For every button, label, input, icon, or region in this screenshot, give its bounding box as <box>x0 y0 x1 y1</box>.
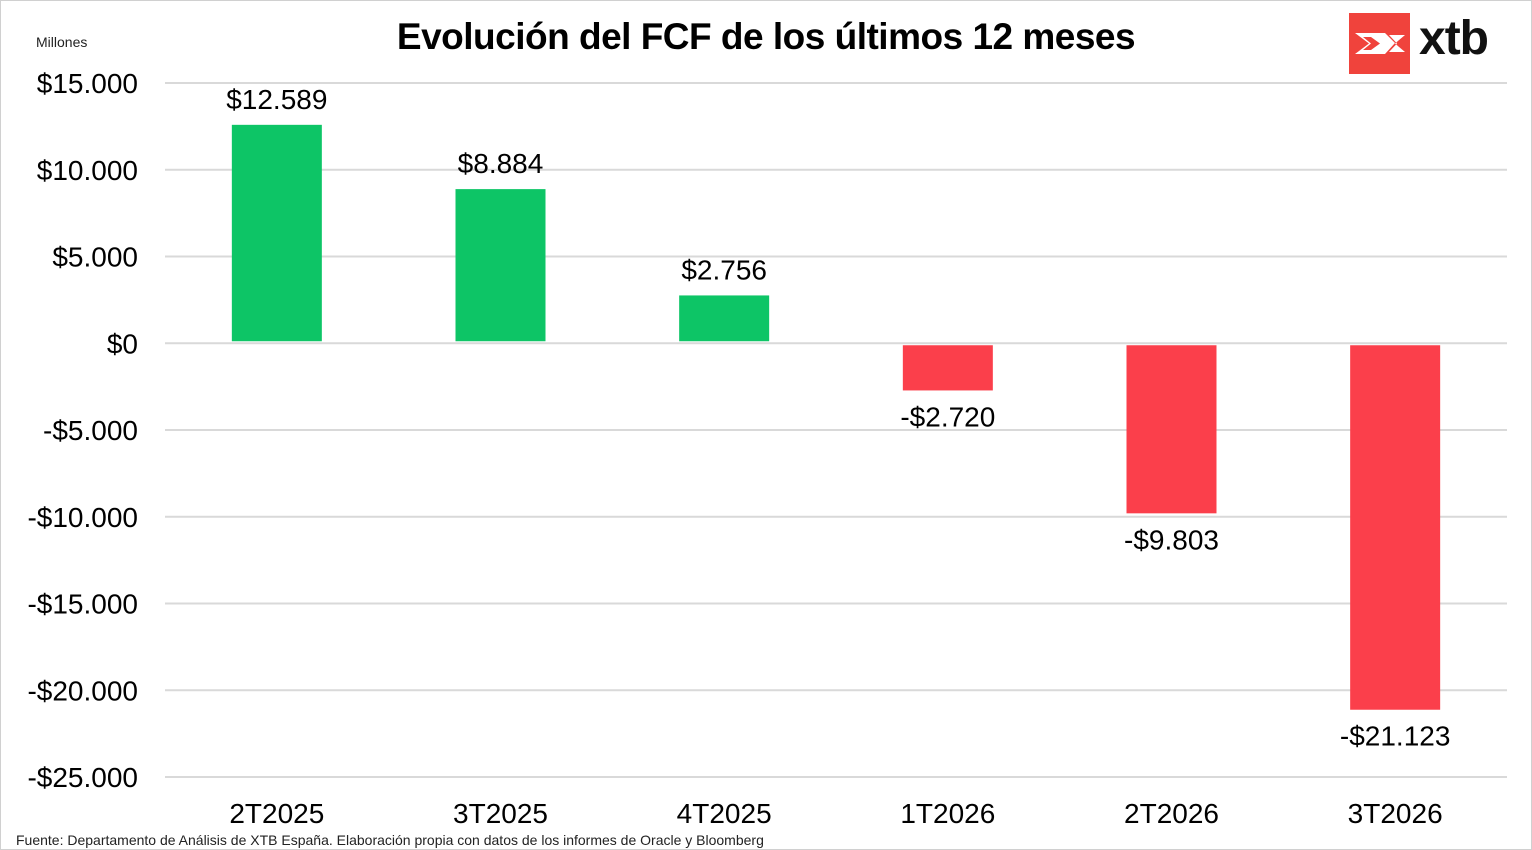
y-tick-label: -$15.000 <box>27 589 138 620</box>
xtb-logo: xtb <box>1349 12 1509 75</box>
data-label: $8.884 <box>458 148 544 179</box>
chart-title: Evolución del FCF de los últimos 12 mese… <box>396 16 1136 57</box>
x-tick-label: 2T2026 <box>1124 798 1219 829</box>
y-tick-label: $5.000 <box>52 242 138 273</box>
x-tick-label: 4T2025 <box>677 798 772 829</box>
x-tick-label: 3T2025 <box>453 798 548 829</box>
bar-4t2025 <box>679 295 770 342</box>
x-tick-label: 3T2026 <box>1348 798 1443 829</box>
bar-3t2025 <box>455 189 546 342</box>
x-tick-label: 2T2025 <box>229 798 324 829</box>
x-tick-label: 1T2026 <box>900 798 995 829</box>
xtb-wordmark: xtb <box>1419 12 1489 65</box>
y-tick-label: -$25.000 <box>27 762 138 793</box>
bar-2t2025 <box>231 124 322 342</box>
y-tick-label: -$5.000 <box>43 415 138 446</box>
y-tick-label: -$10.000 <box>27 502 138 533</box>
y-tick-label: $0 <box>107 328 138 359</box>
xtb-x-icon <box>1355 33 1405 54</box>
data-label: $12.589 <box>226 84 327 115</box>
data-label: -$9.803 <box>1124 524 1219 555</box>
source-note: Fuente: Departamento de Análisis de XTB … <box>16 832 764 848</box>
data-label: -$21.123 <box>1340 721 1451 752</box>
y-tick-label: $10.000 <box>37 155 138 186</box>
xtb-logo-mark <box>1349 13 1410 74</box>
data-label: $2.756 <box>681 254 767 285</box>
y-tick-label: $15.000 <box>37 68 138 99</box>
bar-1t2026 <box>902 345 993 391</box>
bar-2t2026 <box>1126 345 1217 514</box>
data-label: -$2.720 <box>900 401 995 432</box>
bar-3t2026 <box>1350 345 1441 710</box>
y-tick-label: -$20.000 <box>27 675 138 706</box>
units-label: Millones <box>36 34 88 50</box>
